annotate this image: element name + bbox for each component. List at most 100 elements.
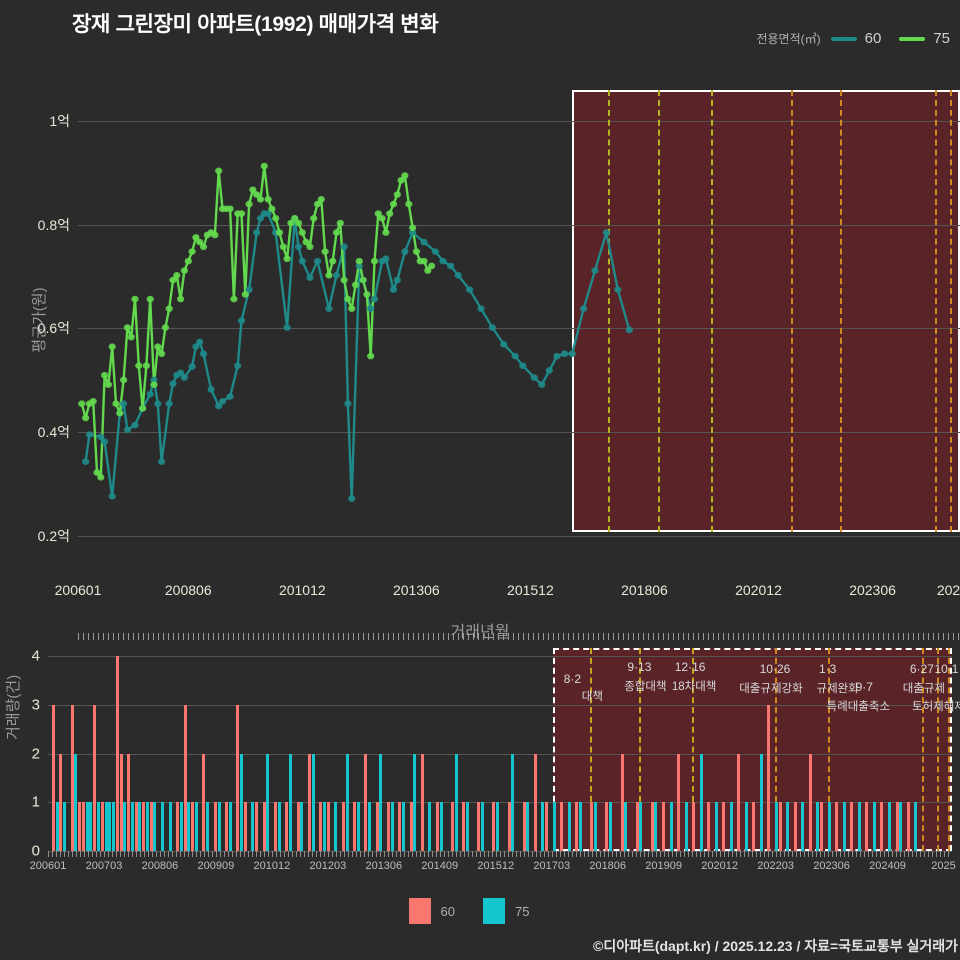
price-point (302, 238, 310, 246)
price-point (123, 324, 131, 331)
volume-x-tick-label: 200806 (141, 860, 179, 872)
price-point (154, 400, 162, 408)
price-series-layer (78, 162, 633, 503)
volume-bar-60 (409, 802, 413, 851)
volume-bar-60 (590, 802, 594, 851)
volume-bar-75 (594, 802, 598, 851)
policy-marker-line (608, 90, 611, 532)
price-point (568, 350, 576, 358)
price-point (165, 400, 173, 408)
volume-bar-60 (236, 704, 240, 851)
volume-bar-60 (353, 802, 357, 851)
policy-annotation-label: 대책 (581, 691, 603, 703)
price-point (245, 286, 253, 293)
price-point (344, 295, 352, 303)
price-point (101, 371, 109, 379)
price-point (131, 295, 139, 303)
volume-bar-75 (187, 802, 191, 851)
price-point (488, 324, 496, 331)
policy-marker-line (692, 648, 695, 851)
price-point (313, 257, 322, 265)
price-point (207, 386, 215, 393)
price-y-tick-label: 1억 (49, 113, 70, 130)
volume-gridline (48, 753, 952, 755)
volume-bar-75 (827, 802, 831, 851)
price-point (158, 350, 166, 358)
volume-bar-75 (311, 753, 315, 851)
policy-marker-line (950, 90, 953, 532)
policy-annotation-date: 12·16 (674, 660, 706, 674)
price-point (401, 172, 409, 179)
price-point (530, 374, 538, 381)
price-point (325, 272, 333, 279)
volume-bar-60 (850, 802, 854, 851)
price-x-axis-title: 거래년월 (450, 624, 510, 641)
volume-bar-60 (707, 802, 711, 851)
volume-bar-75 (872, 802, 876, 851)
volume-gridline (48, 802, 952, 804)
price-point (393, 191, 401, 198)
volume-bar-75 (390, 802, 394, 851)
volume-bar-75 (345, 753, 349, 851)
volume-bar-75 (609, 802, 613, 851)
price-point (93, 469, 101, 476)
price-point (545, 367, 553, 374)
volume-bar-60 (341, 802, 345, 851)
policy-annotation-label: 종합대책 (624, 681, 667, 693)
price-point (580, 305, 588, 312)
price-point (553, 352, 561, 360)
volume-x-tick-label: 200703 (85, 860, 123, 872)
volume-x-tick-label: 201012 (253, 860, 291, 872)
price-y-tick-label: 0.8억 (37, 216, 70, 233)
legend-title: 전용면적(㎡) (756, 32, 821, 46)
policy-annotation-date: 10·26 (759, 662, 791, 676)
volume-bar-75 (552, 802, 556, 851)
volume-bar-60 (880, 802, 884, 851)
volume-bar-75 (541, 802, 545, 851)
volume-bar-75 (786, 802, 790, 851)
price-point (256, 196, 265, 203)
price-point (359, 276, 367, 284)
volume-bar-60 (296, 802, 300, 851)
price-x-axis: 200601 200806 201012 201306 201512 201806 2020… (55, 572, 960, 612)
price-y-tick-label: 0.4억 (37, 424, 70, 441)
price-point (428, 262, 436, 270)
volume-bar-60 (387, 802, 390, 851)
price-point (241, 291, 249, 298)
price-point (291, 214, 299, 222)
volume-bar-75 (481, 802, 485, 851)
price-point (625, 326, 633, 334)
price-x-tick-label: 201512 (507, 582, 554, 598)
price-point (420, 238, 428, 246)
price-point (215, 167, 223, 175)
volume-bar-75 (277, 802, 281, 851)
policy-marker-line (710, 90, 713, 532)
volume-bar-60 (545, 802, 549, 851)
price-point (108, 493, 116, 500)
volume-bar-75 (466, 802, 470, 851)
price-point (112, 400, 120, 408)
volume-bar-75 (194, 802, 198, 851)
price-point (500, 340, 508, 348)
volume-bar-60 (307, 753, 311, 851)
price-point (298, 229, 306, 236)
price-point (120, 400, 128, 408)
price-point (431, 248, 439, 255)
volume-gridline (48, 656, 952, 657)
price-point (367, 305, 375, 312)
price-point (169, 276, 177, 284)
price-point (177, 369, 185, 377)
volume-bar-60 (149, 802, 153, 851)
volume-gridline (48, 704, 952, 706)
volume-bar-75 (251, 802, 255, 851)
price-point (321, 248, 329, 255)
price-point (237, 210, 246, 217)
volume-bar-60 (835, 802, 839, 851)
price-point (165, 305, 173, 312)
volume-bar-60 (808, 753, 812, 851)
volume-bar-60 (451, 802, 455, 851)
volume-bar-75 (168, 802, 172, 851)
price-point (78, 400, 86, 408)
price-point (245, 200, 253, 208)
price-point (139, 405, 147, 412)
